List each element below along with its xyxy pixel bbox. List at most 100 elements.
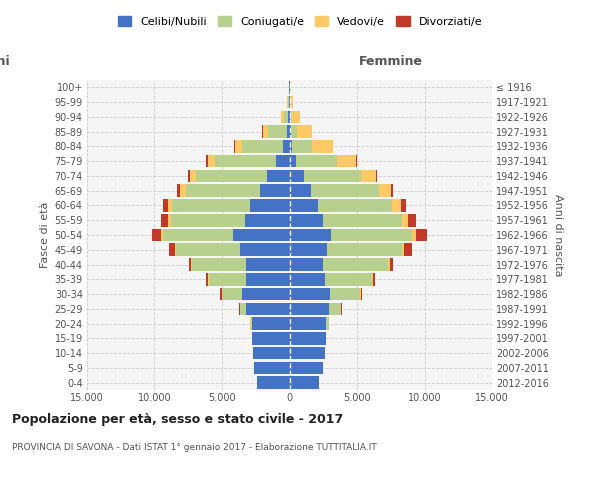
Bar xyxy=(222,288,242,300)
Bar xyxy=(401,199,406,212)
Bar xyxy=(329,302,341,315)
Bar xyxy=(266,170,290,182)
Bar xyxy=(281,110,284,123)
Bar xyxy=(245,214,290,226)
Bar xyxy=(361,288,362,300)
Bar xyxy=(390,258,393,271)
Text: Femmine: Femmine xyxy=(359,54,423,68)
Bar xyxy=(292,110,299,123)
Bar xyxy=(376,170,377,182)
Bar xyxy=(263,126,268,138)
Bar xyxy=(172,199,250,212)
Bar xyxy=(290,228,331,241)
Bar xyxy=(328,244,401,256)
Bar xyxy=(313,140,333,152)
Bar xyxy=(257,376,290,389)
Bar xyxy=(188,170,190,182)
Bar xyxy=(337,155,356,168)
Bar xyxy=(193,258,247,271)
Bar xyxy=(388,258,390,271)
Text: Maschi: Maschi xyxy=(0,54,10,68)
Bar xyxy=(341,302,342,315)
Bar xyxy=(290,258,323,271)
Bar xyxy=(304,170,361,182)
Bar xyxy=(240,302,247,315)
Bar xyxy=(373,273,374,285)
Bar xyxy=(208,273,209,285)
Bar xyxy=(290,110,292,123)
Bar xyxy=(326,318,329,330)
Bar xyxy=(323,258,388,271)
Bar xyxy=(360,288,361,300)
Bar xyxy=(215,155,276,168)
Bar xyxy=(185,184,260,197)
Bar xyxy=(325,273,372,285)
Bar xyxy=(290,244,328,256)
Bar xyxy=(242,288,290,300)
Bar xyxy=(247,302,290,315)
Bar xyxy=(189,258,191,271)
Bar xyxy=(401,214,407,226)
Bar xyxy=(276,155,290,168)
Bar xyxy=(169,244,175,256)
Bar xyxy=(290,362,323,374)
Bar xyxy=(168,214,171,226)
Y-axis label: Fasce di età: Fasce di età xyxy=(40,202,50,268)
Bar xyxy=(330,288,360,300)
Y-axis label: Anni di nascita: Anni di nascita xyxy=(553,194,563,276)
Bar xyxy=(161,214,168,226)
Bar xyxy=(290,126,298,138)
Bar xyxy=(392,199,401,212)
Bar xyxy=(254,362,290,374)
Bar xyxy=(290,199,318,212)
Bar xyxy=(288,96,289,108)
Bar xyxy=(168,199,172,212)
Bar xyxy=(361,170,376,182)
Bar xyxy=(180,184,185,197)
Bar xyxy=(247,273,290,285)
Bar xyxy=(407,214,416,226)
Bar xyxy=(290,96,293,108)
Bar xyxy=(163,228,233,241)
Bar xyxy=(298,126,312,138)
Bar xyxy=(234,140,235,152)
Bar xyxy=(356,155,357,168)
Bar xyxy=(290,302,329,315)
Bar xyxy=(196,170,266,182)
Bar xyxy=(171,214,245,226)
Bar xyxy=(290,347,325,360)
Bar xyxy=(412,228,416,241)
Bar xyxy=(239,244,290,256)
Bar xyxy=(208,155,215,168)
Bar xyxy=(290,332,326,344)
Bar xyxy=(206,273,208,285)
Legend: Celibi/Nubili, Coniugati/e, Vedovi/e, Divorziati/e: Celibi/Nubili, Coniugati/e, Vedovi/e, Di… xyxy=(115,13,485,30)
Bar xyxy=(252,332,290,344)
Bar xyxy=(251,318,252,330)
Bar xyxy=(290,81,291,94)
Bar xyxy=(220,288,221,300)
Bar xyxy=(290,170,304,182)
Bar xyxy=(290,376,319,389)
Bar xyxy=(178,184,180,197)
Bar xyxy=(296,155,337,168)
Bar xyxy=(260,184,290,197)
Bar xyxy=(283,140,290,152)
Bar xyxy=(284,110,289,123)
Bar xyxy=(292,140,313,152)
Bar xyxy=(191,258,193,271)
Bar xyxy=(233,228,290,241)
Bar xyxy=(161,228,163,241)
Bar xyxy=(311,184,379,197)
Bar xyxy=(290,214,323,226)
Text: PROVINCIA DI SAVONA - Dati ISTAT 1° gennaio 2017 - Elaborazione TUTTITALIA.IT: PROVINCIA DI SAVONA - Dati ISTAT 1° genn… xyxy=(12,442,377,452)
Bar xyxy=(235,140,242,152)
Bar xyxy=(287,96,288,108)
Bar xyxy=(379,184,391,197)
Bar xyxy=(287,126,290,138)
Bar xyxy=(331,228,412,241)
Bar xyxy=(209,273,247,285)
Bar xyxy=(391,184,394,197)
Bar xyxy=(404,244,412,256)
Bar xyxy=(242,140,283,152)
